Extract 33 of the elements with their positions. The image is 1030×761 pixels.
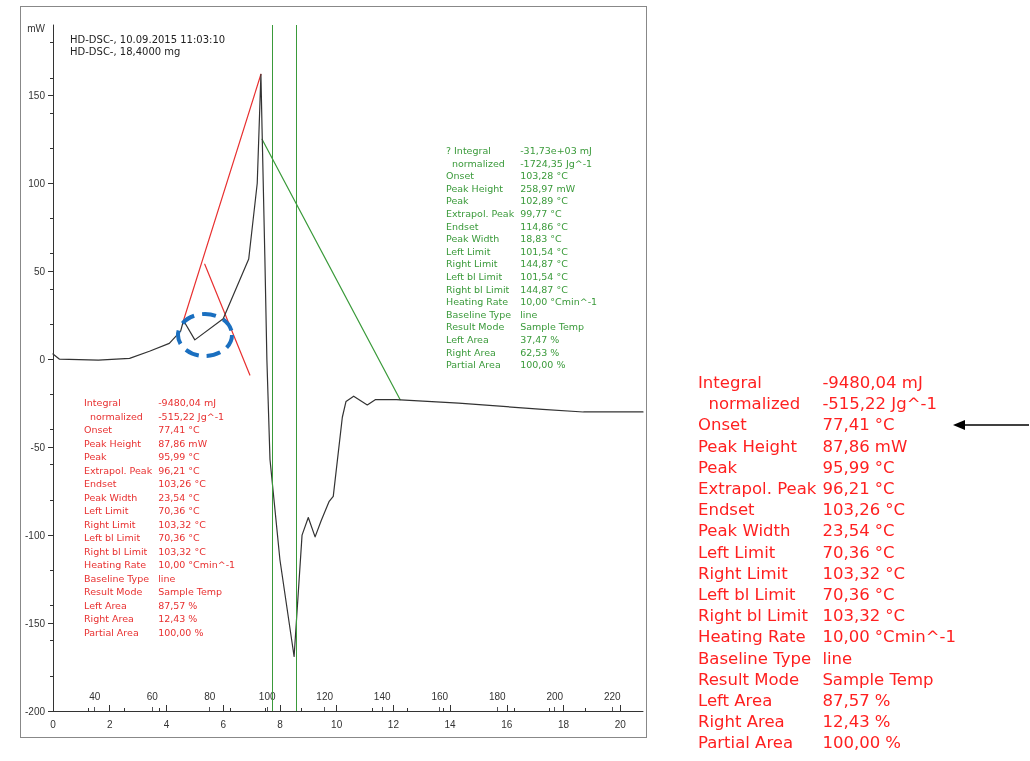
x-tick-label: 2 (106, 718, 113, 730)
y-tick-label: -100 (24, 529, 46, 541)
y-axis-title: mW (27, 22, 46, 34)
x-tick-label: 12 (387, 718, 400, 730)
x2-tick-label: 180 (488, 690, 506, 702)
x2-tick-label: 160 (431, 690, 449, 702)
x-tick-label: 10 (331, 718, 343, 730)
text: Integral -9480,04 mJ normalized -515,22 Jg^-1 Onset 77,41 °C Peak Height 87,86 mW Peak 95,99 °C Extrapol. Peak 96,21 °C Endset 103,26 °C Peak Width 23,54 °C Left Limit 70,36 °C Right Limit 103,32 °C Left bl Limit 70,36 °C Right bl Limit 103,32 °C Heating Rate 10,00 °Cmin^-1 Baseline Type line Result Mode Sample Temp Left Area 87,57 % Right Area 12,43 % Partial Area 100,00 % (698, 373, 957, 753)
x-tick-label: 4 (163, 718, 170, 730)
x-tick-label: 0 (50, 718, 57, 730)
y-tick-label: 150 (28, 89, 46, 101)
text: Integral -9480,04 mJ normalized -515,22 Jg^-1 Onset 77,41 °C Peak Height 87,86 mW Peak 95,99 °C Extrapol. Peak 96,21 °C Endset 103,26 °C Peak Width 23,54 °C Left Limit 70,36 °C Right Limit 103,32 °C Left bl Limit 70,36 °C Right bl Limit 103,32 °C Heating Rate 10,00 °Cmin^-1 Baseline Type line Result Mode Sample Temp Left Area 87,57 % Right Area 12,43 % Partial Area 100,00 % (84, 397, 236, 638)
x2-tick-label: 40 (89, 690, 101, 702)
x-tick-label: 16 (501, 718, 513, 730)
x-tick-label: 6 (220, 718, 227, 730)
y-tick-label: 100 (28, 177, 46, 189)
x2-tick-label: 140 (373, 690, 391, 702)
y-tick-label: 0 (39, 353, 46, 365)
x2-tick-label: 200 (546, 690, 564, 702)
y-tick-label: -150 (24, 617, 46, 629)
x-tick-label: 18 (558, 718, 570, 730)
x2-tick-label: 220 (603, 690, 622, 702)
y-tick-label: -50 (30, 441, 46, 453)
x-tick-label: 20 (614, 718, 627, 730)
y-tick-label: 50 (33, 265, 46, 277)
x-tick-label: 8 (277, 718, 284, 730)
x2-tick-label: 120 (316, 690, 334, 702)
annotation: HD-DSC-, 10.09.2015 11:03:10 HD-DSC-, 18,4000 mg (70, 34, 226, 58)
y-tick-label: -200 (24, 705, 46, 717)
text: ? Integral -31,73e+03 mJ normalized -1724,35 Jg^-1 Onset 103,28 °C Peak Height 258,97 mW Peak 102,89 °C Extrapol. Peak 99,77 °C Endset 114,86 °C Peak Width 18,83 °C Left Limit 101,54 °C Right Limit 144,87 °C Left bl Limit 101,54 °C Right bl Limit 144,87 °C Heating Rate 10,00 °Cmin^-1 Baseline Type line Result Mode Sample Temp Left Area 37,47 % Right Area 62,53 % Partial Area 100,00 % (446, 145, 598, 371)
x2-tick-label: 60 (146, 690, 159, 702)
x-tick-label: 14 (444, 718, 457, 730)
x2-tick-label: 80 (204, 690, 216, 702)
